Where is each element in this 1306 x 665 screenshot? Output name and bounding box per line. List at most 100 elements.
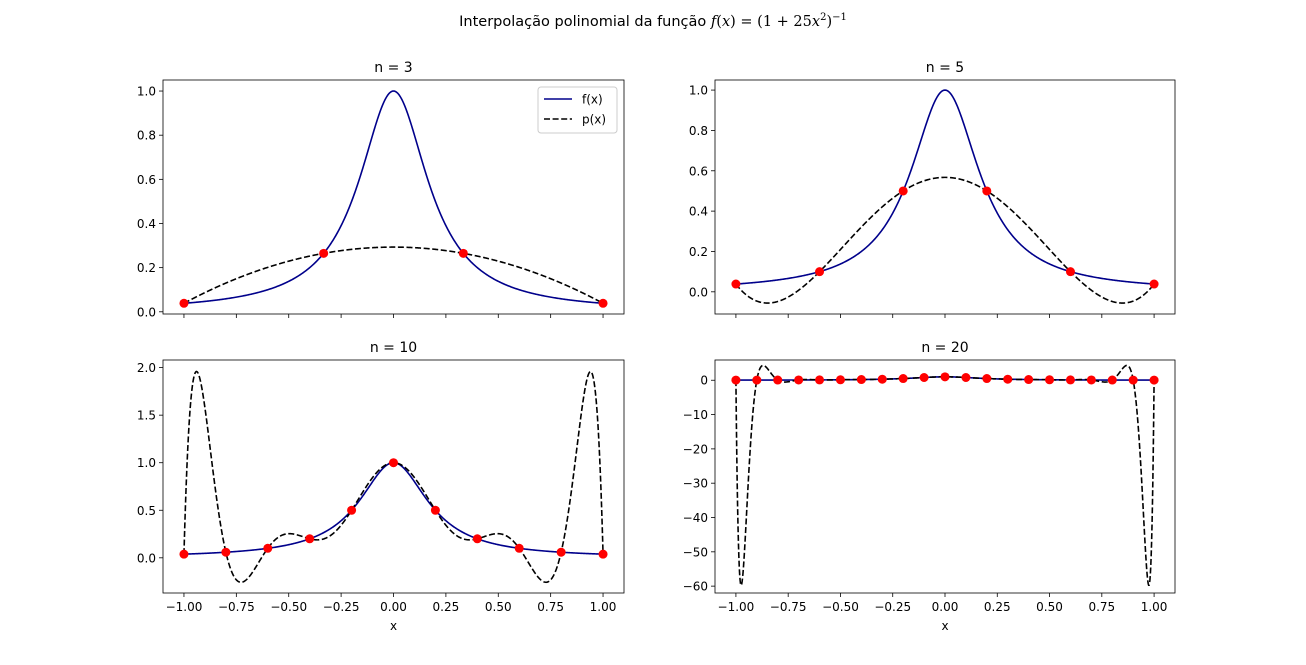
node-point (319, 248, 329, 258)
x-tick-label: 0.00 (380, 600, 407, 614)
node-point (877, 374, 887, 384)
suptitle-text: Interpolação polinomial da função (459, 13, 707, 30)
x-tick-label: −0.25 (874, 600, 911, 614)
axes-frame (162, 79, 625, 315)
node-point (794, 375, 804, 385)
subplot-n3: n = 3 0.0 0.2 0.4 0.6 0.8 1.0 f(x) p(x) (137, 60, 625, 319)
y-tick-label: 1.0 (137, 456, 156, 470)
node-point (731, 279, 741, 289)
x-axis-label: x (941, 619, 948, 633)
y-tick-label: 2.0 (137, 361, 156, 375)
node-point (940, 372, 950, 382)
x-tick-label: −0.75 (218, 600, 255, 614)
y-tick-label: 0.0 (137, 551, 156, 565)
y-tick-label: 0 (700, 374, 708, 388)
node-point (898, 374, 908, 384)
x-tick-label: 0.75 (1088, 600, 1115, 614)
node-point (835, 375, 845, 385)
node-point (752, 375, 762, 385)
suptitle-formula: f(x) = (1 + 25x2)−1 (710, 12, 847, 30)
node-point (1107, 375, 1117, 385)
x-tick-label: −0.50 (822, 600, 859, 614)
y-tick-label: 0.8 (137, 129, 156, 143)
axes-frame (162, 359, 625, 594)
legend-label: p(x) (582, 113, 606, 127)
node-point (305, 534, 315, 544)
figure-suptitle: Interpolação polinomial da função f(x) =… (0, 12, 1306, 30)
node-point (856, 375, 866, 385)
node-point (598, 298, 608, 308)
node-point (1128, 375, 1138, 385)
y-tick-label: 0.6 (689, 164, 708, 178)
node-point (179, 549, 189, 559)
x-tick-label: 0.75 (537, 600, 564, 614)
node-point (773, 375, 783, 385)
node-point (731, 375, 741, 385)
y-tick-label: −50 (683, 545, 708, 559)
y-tick-label: 0.6 (137, 173, 156, 187)
subplot-n5: n = 5 0.0 0.2 0.4 0.6 0.8 1.0 (689, 60, 1176, 318)
x-tick-label: 0.50 (1036, 600, 1063, 614)
x-tick-label: 0.25 (433, 600, 460, 614)
series-p-line (735, 176, 1155, 304)
subplot-n20: n = 20 −60 −50 −40 −30 −20 −10 0 −1.00 −0.75 −0.50… (683, 340, 1176, 633)
x-tick-label: −1.00 (718, 600, 755, 614)
node-point (1024, 375, 1034, 385)
axes-frame (714, 79, 1176, 315)
subplot-title: n = 3 (374, 60, 412, 76)
y-tick-label: −40 (683, 511, 708, 525)
y-tick-label: 0.2 (689, 245, 708, 259)
series-f-line (735, 89, 1155, 285)
node-point (961, 373, 971, 383)
node-point (982, 374, 992, 384)
axes-frame (714, 359, 1176, 594)
x-tick-label: 0.00 (932, 600, 959, 614)
node-point (472, 534, 482, 544)
subplot-n10: n = 10 0.0 0.5 1.0 1.5 2.0 −1.00 −0.75 −0.50 −0.2… (137, 340, 625, 633)
y-tick-label: 0.8 (689, 124, 708, 138)
y-tick-label: 0.4 (689, 205, 708, 219)
node-point (221, 547, 231, 557)
y-tick-label: 0.2 (137, 261, 156, 275)
x-tick-label: −1.00 (166, 600, 203, 614)
x-tick-label: −0.50 (270, 600, 307, 614)
node-point (458, 248, 468, 258)
y-tick-label: −20 (683, 442, 708, 456)
y-tick-label: 1.0 (137, 85, 156, 99)
node-point (263, 543, 273, 553)
legend: f(x) p(x) (537, 86, 618, 134)
x-tick-label: 1.00 (1141, 600, 1168, 614)
y-tick-label: 0.5 (137, 504, 156, 518)
node-point (815, 267, 825, 277)
node-point (556, 547, 566, 557)
x-tick-label: 0.25 (984, 600, 1011, 614)
node-point (1003, 374, 1013, 384)
subplot-title: n = 10 (370, 340, 417, 356)
node-point (1149, 279, 1159, 289)
y-tick-label: −10 (683, 408, 708, 422)
x-tick-label: −0.25 (323, 600, 360, 614)
y-tick-label: 0.0 (137, 305, 156, 319)
node-point (815, 375, 825, 385)
node-point (347, 505, 357, 515)
y-tick-label: 0.4 (137, 217, 156, 231)
node-point (1086, 375, 1096, 385)
subplot-title: n = 20 (921, 340, 968, 356)
node-point (919, 373, 929, 383)
legend-label: f(x) (582, 93, 603, 107)
y-tick-label: 1.0 (689, 84, 708, 98)
node-point (1065, 267, 1075, 277)
series-p-line (735, 364, 1155, 587)
series-f-line (183, 461, 604, 555)
node-point (1065, 375, 1075, 385)
node-point (898, 186, 908, 196)
y-tick-label: −60 (683, 580, 708, 594)
x-tick-label: −0.75 (770, 600, 807, 614)
node-point (389, 458, 398, 468)
x-axis-label: x (390, 619, 397, 633)
series-f-line (183, 90, 604, 305)
node-point (598, 549, 608, 559)
node-point (514, 543, 524, 553)
x-tick-label: 1.00 (590, 600, 617, 614)
